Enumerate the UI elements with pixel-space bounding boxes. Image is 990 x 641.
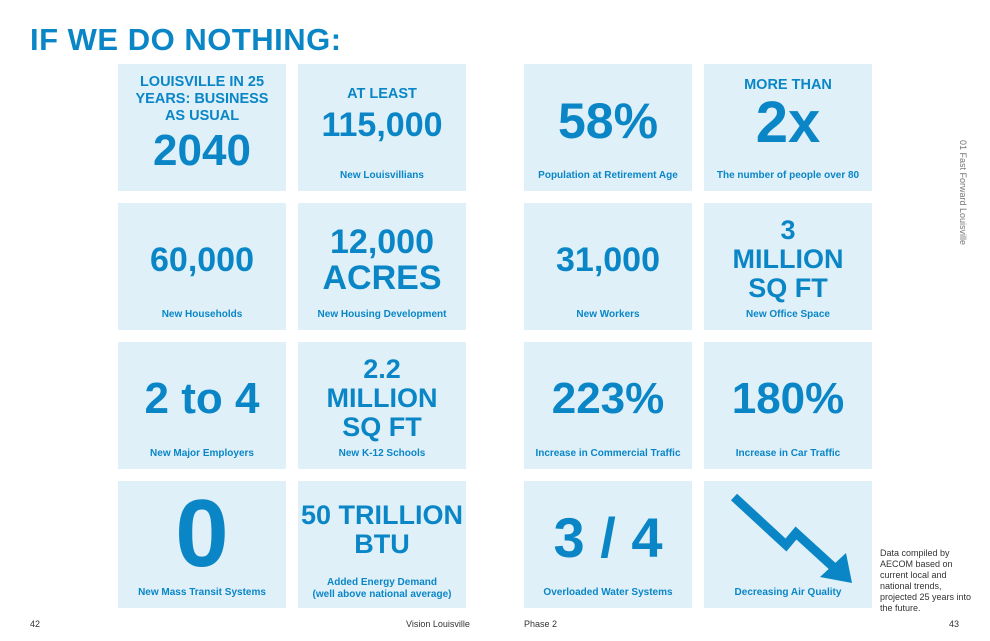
tile-caption: New Office Space — [746, 309, 830, 320]
stat-tile-car-traffic: 180% Increase in Car Traffic — [704, 342, 872, 469]
stat-tile-2040: LOUISVILLE IN 25 YEARS: BUSINESS AS USUA… — [118, 64, 286, 191]
footer-title-left: Vision Louisville — [406, 619, 470, 629]
tile-kicker: AT LEAST — [347, 86, 417, 102]
footer-title-right: Phase 2 — [524, 619, 558, 629]
tile-value: 2.2 — [363, 354, 401, 384]
tile-value: SQ FT — [748, 273, 828, 303]
stat-tile-retirement-age: 58% Population at Retirement Age — [524, 64, 692, 191]
tile-value: 3 / 4 — [553, 505, 663, 569]
chapter-side-label: 01 Fast Forward Louisville — [958, 140, 968, 246]
tile-value: 0 — [175, 479, 229, 587]
stat-tile-housing-development: 12,000 ACRES New Housing Development — [298, 203, 466, 330]
stat-tile-mass-transit: 0 New Mass Transit Systems — [118, 481, 286, 608]
tile-caption: The number of people over 80 — [716, 170, 860, 181]
tile-value: BTU — [354, 528, 410, 559]
tile-caption: Increase in Car Traffic — [735, 448, 841, 459]
tile-value: ACRES — [322, 258, 442, 297]
tile-caption: New Housing Development — [317, 309, 447, 320]
tile-caption: Overloaded Water Systems — [543, 587, 673, 598]
tile-value: MILLION — [326, 383, 438, 413]
tile-caption-line: Added Energy Demand — [326, 577, 438, 588]
stat-tile-people-over-80: MORE THAN 2x The number of people over 8… — [704, 64, 872, 191]
tile-value: 2 to 4 — [144, 373, 260, 423]
down-trend-arrow-icon — [724, 491, 854, 588]
page-number-left: 42 — [30, 619, 41, 629]
stat-tile-air-quality: Decreasing Air Quality — [704, 481, 872, 608]
tile-value: 12,000 — [330, 222, 434, 261]
stat-tile-new-louisvillians: AT LEAST 115,000 New Louisvillians — [298, 64, 466, 191]
tile-value: 223% — [551, 373, 665, 423]
stat-tile-new-households: 60,000 New Households — [118, 203, 286, 330]
tile-kicker: MORE THAN — [744, 77, 832, 93]
tile-value: 31,000 — [556, 240, 660, 279]
stat-tile-commercial-traffic: 223% Increase in Commercial Traffic — [524, 342, 692, 469]
tile-value: 2x — [755, 90, 821, 155]
tile-value: 58% — [557, 92, 659, 149]
tile-caption: New Louisvillians — [340, 170, 424, 181]
tile-value: 180% — [731, 373, 845, 423]
tile-caption: New Major Employers — [150, 448, 254, 459]
tile-value: SQ FT — [342, 412, 422, 442]
tile-value: 115,000 — [321, 106, 443, 144]
stat-tile-office-space: 3 MILLION SQ FT New Office Space — [704, 203, 872, 330]
tile-caption: Decreasing Air Quality — [734, 587, 842, 598]
stat-tile-water-systems: 3 / 4 Overloaded Water Systems — [524, 481, 692, 608]
tile-kicker: LOUISVILLE IN 25 YEARS: BUSINESS AS USUA… — [135, 74, 269, 124]
stat-tile-major-employers: 2 to 4 New Major Employers — [118, 342, 286, 469]
tile-caption: New K-12 Schools — [338, 448, 426, 459]
page-title: IF WE DO NOTHING: — [30, 22, 342, 57]
tile-caption: Population at Retirement Age — [538, 170, 678, 181]
tile-value: MILLION — [732, 244, 844, 274]
data-source-footnote: Data compiled by AECOM based on current … — [880, 548, 972, 613]
tile-caption: New Workers — [576, 309, 640, 320]
tile-caption-line: (well above national average) — [312, 589, 452, 600]
stat-tile-energy-demand: 50 TRILLION BTU Added Energy Demand (wel… — [298, 481, 466, 608]
tile-value: 3 — [780, 215, 796, 245]
tile-caption: Increase in Commercial Traffic — [535, 448, 681, 459]
tile-caption: Added Energy Demand (well above national… — [298, 577, 466, 601]
tile-caption: New Mass Transit Systems — [138, 587, 266, 598]
stat-tile-new-workers: 31,000 New Workers — [524, 203, 692, 330]
tile-value: 60,000 — [150, 240, 254, 279]
tile-value: 2040 — [153, 126, 251, 175]
stat-tile-k12-schools: 2.2 MILLION SQ FT New K-12 Schools — [298, 342, 466, 469]
page-number-right: 43 — [949, 619, 960, 629]
tile-caption: New Households — [161, 309, 243, 320]
tile-value: 50 TRILLION — [300, 499, 463, 530]
